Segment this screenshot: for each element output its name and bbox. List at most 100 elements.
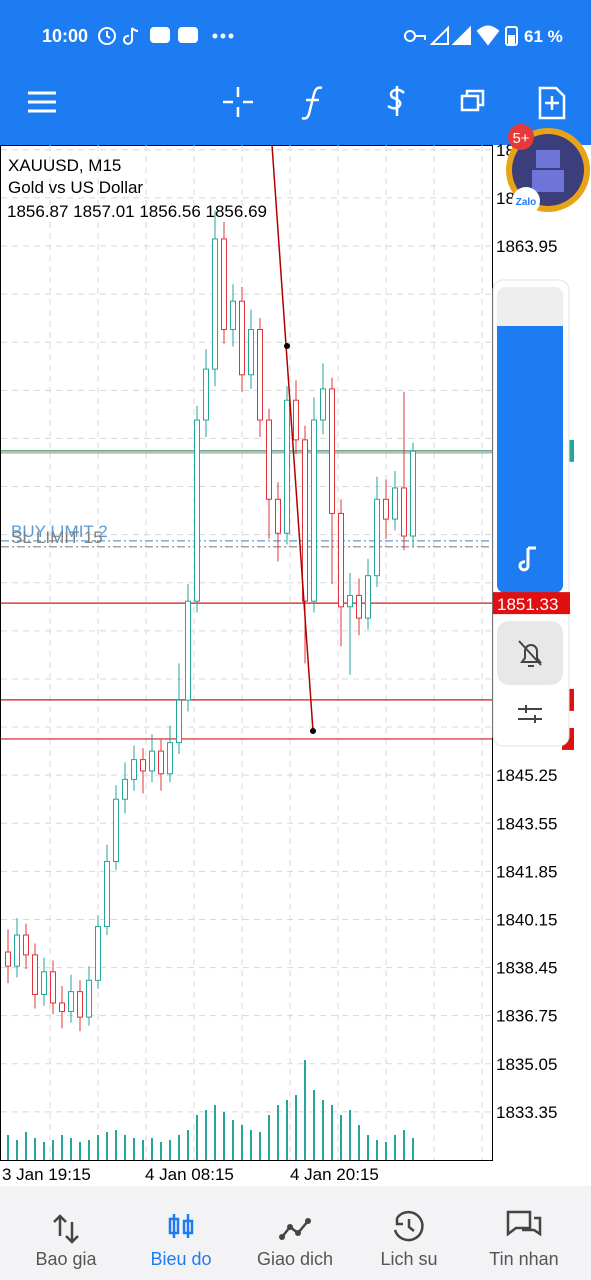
volume-bar	[322, 1100, 324, 1160]
candle-body	[365, 575, 371, 619]
price-tag	[493, 592, 570, 615]
volume-bar	[133, 1138, 135, 1160]
volume-bar	[349, 1110, 351, 1160]
candle-body	[95, 926, 101, 981]
candle-body	[14, 934, 20, 967]
volume-bar	[286, 1100, 288, 1160]
volume-bar	[304, 1060, 306, 1160]
app-badge	[512, 187, 540, 215]
volume-bar	[223, 1112, 225, 1160]
symbol: XAUUSD, M15	[8, 156, 121, 175]
volume-bar	[205, 1110, 207, 1160]
volume-bar	[16, 1140, 18, 1160]
order-label: BUY LIMIT 2	[11, 522, 108, 541]
y-tick-label: 1843.55	[496, 814, 557, 833]
volume-bar	[340, 1115, 342, 1160]
candle-body	[86, 979, 92, 1018]
candle-body	[221, 238, 227, 330]
volume-bar	[259, 1132, 261, 1160]
volume-bar	[160, 1142, 162, 1160]
volume-bar	[115, 1130, 117, 1160]
new-order-button[interactable]	[538, 86, 566, 120]
nav-item[interactable]: Giao dich	[257, 1249, 333, 1269]
y-tick-label: 1835.05	[496, 1055, 557, 1074]
volume-bar	[88, 1140, 90, 1160]
nav-item[interactable]: Bieu do	[150, 1249, 211, 1269]
x-tick-label: 4 Jan 20:15	[290, 1165, 379, 1184]
trend-line	[271, 144, 314, 732]
settings-button[interactable]	[518, 705, 542, 723]
candle-body	[212, 238, 218, 370]
candle-body	[410, 450, 416, 537]
candle-body	[59, 1002, 65, 1012]
volume-bar	[358, 1125, 360, 1160]
volume-bar	[169, 1140, 171, 1160]
volume-bar	[142, 1140, 144, 1160]
nav-icons	[53, 1210, 542, 1244]
bell-off-icon	[518, 640, 542, 667]
windows-button[interactable]	[460, 89, 485, 112]
candle-body	[68, 991, 74, 1012]
volume-bar	[394, 1135, 396, 1160]
candle-body	[104, 860, 110, 928]
candle-body	[149, 750, 155, 772]
volume-bar	[331, 1105, 333, 1160]
candle-body	[356, 594, 362, 619]
candle-body	[140, 759, 146, 772]
volume-bar	[241, 1125, 243, 1160]
candle-body	[167, 742, 173, 775]
candle-body	[320, 388, 326, 421]
status-battery: 61 %	[524, 27, 563, 46]
candle-body	[284, 399, 290, 534]
candle-body	[347, 594, 353, 608]
nav-item[interactable]: Lich su	[380, 1249, 437, 1269]
candle-body	[5, 951, 11, 967]
candle-body	[23, 934, 29, 956]
menu-button[interactable]	[28, 91, 56, 113]
volume-bar	[232, 1120, 234, 1160]
chart-frame	[0, 145, 493, 1161]
nav-item[interactable]: Tin nhan	[489, 1249, 558, 1269]
candle-body	[203, 368, 209, 421]
volume-bar	[268, 1115, 270, 1160]
crosshair-button[interactable]	[223, 87, 253, 117]
app-name: Zalo	[516, 197, 537, 208]
candle-body	[50, 971, 56, 1004]
plot: BUY LIMIT 2SL LIMIT 15	[1, 149, 492, 1160]
y-tick-label: 1863.95	[496, 237, 557, 256]
price-tag-label: 1851.33	[497, 595, 558, 614]
nav-item[interactable]: Bao gia	[35, 1249, 97, 1269]
trade-button[interactable]	[387, 86, 405, 116]
volume-bar	[70, 1138, 72, 1160]
candle-body	[32, 954, 38, 995]
candle-body	[248, 328, 254, 376]
volume-bar	[187, 1130, 189, 1160]
x-tick-label: 4 Jan 08:15	[145, 1165, 234, 1184]
candle-body	[383, 498, 389, 520]
candle-body	[302, 439, 308, 602]
volume-bar	[25, 1132, 27, 1160]
candle-body	[185, 600, 191, 701]
volume-slider-fill	[497, 326, 563, 593]
indicators-button[interactable]	[301, 86, 323, 120]
volume-bar	[385, 1142, 387, 1160]
avatar-figure	[532, 150, 564, 192]
badge	[508, 124, 534, 150]
overlay: 5+ Zalo	[492, 124, 590, 747]
volume-bar	[7, 1135, 9, 1160]
candle-body	[158, 750, 164, 775]
volume-bar	[61, 1135, 63, 1160]
candle-body	[41, 971, 47, 995]
y-tick-label: 1838.45	[496, 959, 557, 978]
volume-bar	[106, 1132, 108, 1160]
volume-bar	[34, 1138, 36, 1160]
volume-bar	[151, 1138, 153, 1160]
nav-labels: Bao gia Bieu do Giao dich Lich su Tin nhan	[35, 1249, 558, 1269]
candle-body	[239, 300, 245, 376]
candle-body	[122, 778, 128, 800]
volume-bar	[367, 1135, 369, 1160]
candle-body	[113, 798, 119, 862]
volume-bar	[43, 1142, 45, 1160]
candle-body	[77, 991, 83, 1018]
